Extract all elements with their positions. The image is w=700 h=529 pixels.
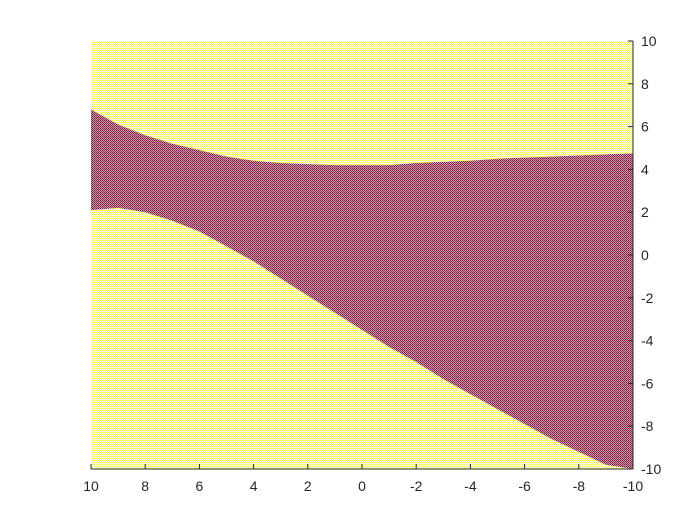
x-tick-label: 4 (250, 478, 258, 494)
x-tick-label: -4 (464, 478, 477, 494)
x-tick-label: -8 (573, 478, 586, 494)
y-tick-label: 6 (641, 119, 649, 135)
x-tick-label: 10 (83, 478, 99, 494)
y-tick-label: 8 (641, 76, 649, 92)
y-tick-label: -2 (641, 290, 654, 306)
y-tick-label: -8 (641, 418, 654, 434)
x-tick-label: -10 (623, 478, 643, 494)
y-tick-label: 10 (641, 33, 657, 49)
x-tick-label: 8 (141, 478, 149, 494)
y-tick-label: 4 (641, 161, 649, 177)
y-tick-label: -4 (641, 333, 654, 349)
y-tick-label: 2 (641, 204, 649, 220)
x-tick-label: 0 (358, 478, 366, 494)
x-tick-label: 6 (196, 478, 204, 494)
x-tick-label: -6 (518, 478, 531, 494)
x-tick-label: 2 (304, 478, 312, 494)
y-tick-label: -6 (641, 375, 654, 391)
x-tick-label: -2 (410, 478, 423, 494)
feasible-region (91, 109, 633, 469)
y-tick-label: -10 (641, 461, 661, 477)
y-tick-label: 0 (641, 247, 649, 263)
axes: 10 8 6 4 2 0 -2 -4 -6 -8 -10 10 8 6 4 2 0 -2 -4 -6 -8 -10 (83, 33, 661, 494)
